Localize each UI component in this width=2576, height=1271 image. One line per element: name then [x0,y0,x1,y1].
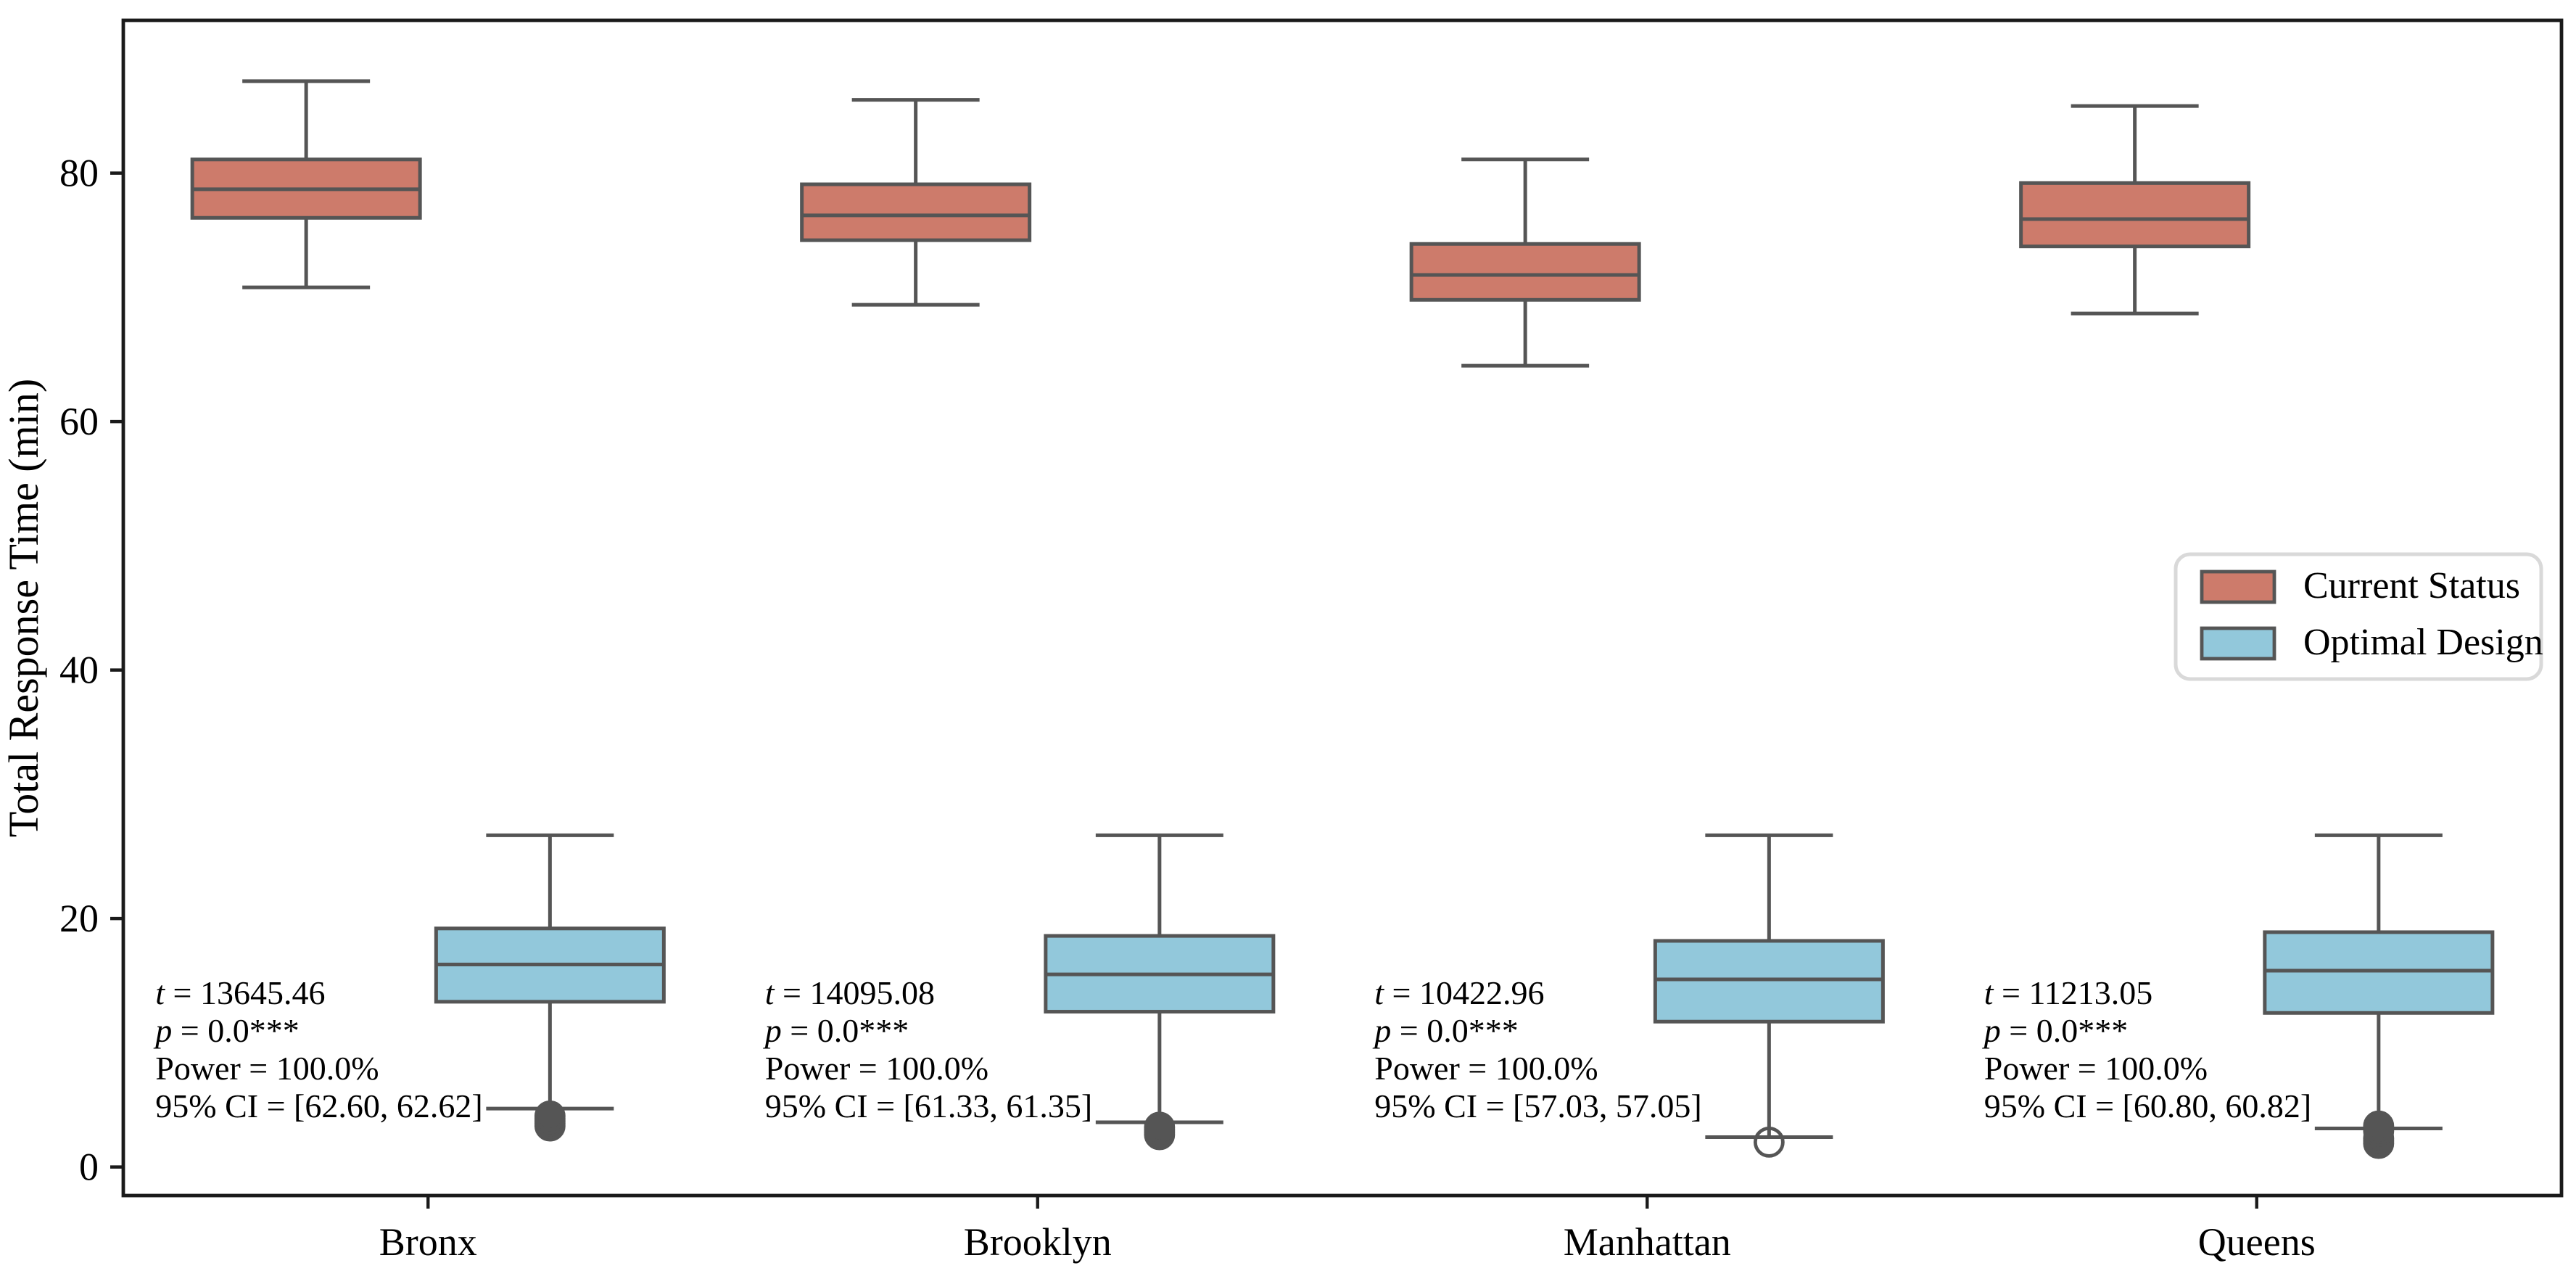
y-tick-label: 0 [79,1145,99,1189]
box-current-status-brooklyn [800,182,1032,242]
annotation-ci-line-brooklyn: 95% CI = [61.33, 61.35] [765,1087,1092,1124]
x-tick-label: Manhattan [1564,1220,1731,1264]
legend-label-optimal-design: Optimal Design [2303,622,2543,663]
box-optimal-design-manhattan [1653,939,1885,1024]
legend: Current Status Optimal Design [2174,552,2543,681]
legend-swatch-optimal-design [2200,626,2276,661]
annotation-p-line-bronx: p = 0.0*** [153,1012,299,1049]
annotation-ci-line-bronx: 95% CI = [62.60, 62.62] [155,1087,482,1124]
legend-label-current-status: Current Status [2303,565,2520,606]
y-axis-label: Total Response Time (min) [0,379,47,837]
x-tick-label: Brooklyn [964,1220,1112,1264]
annotation-p-line-brooklyn: p = 0.0*** [763,1012,909,1049]
annotation-power-line-bronx: Power = 100.0% [155,1050,379,1087]
box-current-status-manhattan [1409,242,1641,302]
box-optimal-design-queens [2263,930,2495,1015]
annotation-t-line-queens: t = 11213.05 [1984,974,2153,1011]
outlier-marker-optimal-design-bronx [534,1101,566,1132]
outlier-marker-optimal-design-queens [2363,1110,2395,1142]
legend-swatch-current-status [2200,569,2276,604]
annotation-t-line-bronx: t = 13645.46 [155,974,325,1011]
x-tick-label: Bronx [379,1220,477,1264]
annotation-power-line-brooklyn: Power = 100.0% [765,1050,988,1087]
plot-area-border [121,18,2564,1198]
annotation-ci-line-queens: 95% CI = [60.80, 60.82] [1984,1087,2311,1124]
annotation-ci-line-manhattan: 95% CI = [57.03, 57.05] [1374,1087,1701,1124]
annotation-power-line-queens: Power = 100.0% [1984,1050,2208,1087]
annotation-p-line-queens: p = 0.0*** [1982,1012,2128,1049]
outlier-marker-optimal-design-brooklyn [1144,1111,1176,1143]
annotation-t-line-brooklyn: t = 14095.08 [765,974,935,1011]
x-tick-label: Queens [2198,1220,2316,1264]
y-tick-label: 60 [59,400,99,443]
annotation-power-line-manhattan: Power = 100.0% [1374,1050,1598,1087]
y-tick-label: 40 [59,649,99,692]
y-tick-label: 20 [59,897,99,940]
y-tick-label: 80 [59,152,99,195]
outlier-marker-optimal-design-manhattan [1753,1126,1785,1158]
chart-content: 0 20 40 60 80 Bronx Brooklyn Manhattan Queens t =… [59,79,2495,1264]
box-current-status-queens [2019,181,2251,249]
annotation-p-line-manhattan: p = 0.0*** [1372,1012,1518,1049]
annotation-t-line-manhattan: t = 10422.96 [1374,974,1544,1011]
